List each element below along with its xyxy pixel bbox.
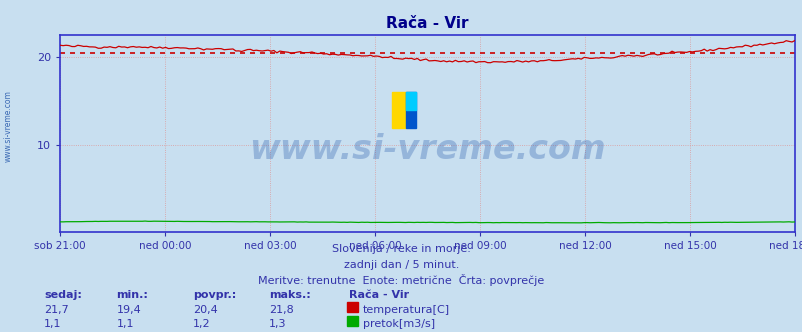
Text: zadnji dan / 5 minut.: zadnji dan / 5 minut. xyxy=(343,260,459,270)
Text: www.si-vreme.com: www.si-vreme.com xyxy=(249,133,606,166)
FancyBboxPatch shape xyxy=(405,92,415,110)
Text: 1,1: 1,1 xyxy=(44,319,62,329)
Text: pretok[m3/s]: pretok[m3/s] xyxy=(363,319,435,329)
Text: Rača - Vir: Rača - Vir xyxy=(349,290,409,299)
Text: 21,8: 21,8 xyxy=(269,305,294,315)
Title: Rača - Vir: Rača - Vir xyxy=(386,16,468,31)
Text: 1,3: 1,3 xyxy=(269,319,286,329)
Text: 1,2: 1,2 xyxy=(192,319,210,329)
Text: Meritve: trenutne  Enote: metrične  Črta: povprečje: Meritve: trenutne Enote: metrične Črta: … xyxy=(258,274,544,286)
Text: maks.:: maks.: xyxy=(269,290,310,299)
Text: Slovenija / reke in morje.: Slovenija / reke in morje. xyxy=(332,244,470,254)
Text: temperatura[C]: temperatura[C] xyxy=(363,305,449,315)
Text: 1,1: 1,1 xyxy=(116,319,134,329)
Text: 19,4: 19,4 xyxy=(116,305,141,315)
Text: www.si-vreme.com: www.si-vreme.com xyxy=(3,90,13,162)
Text: 20,4: 20,4 xyxy=(192,305,217,315)
Text: 21,7: 21,7 xyxy=(44,305,69,315)
Text: povpr.:: povpr.: xyxy=(192,290,236,299)
Text: sedaj:: sedaj: xyxy=(44,290,82,299)
Text: min.:: min.: xyxy=(116,290,148,299)
FancyBboxPatch shape xyxy=(405,92,415,128)
FancyBboxPatch shape xyxy=(392,92,405,128)
